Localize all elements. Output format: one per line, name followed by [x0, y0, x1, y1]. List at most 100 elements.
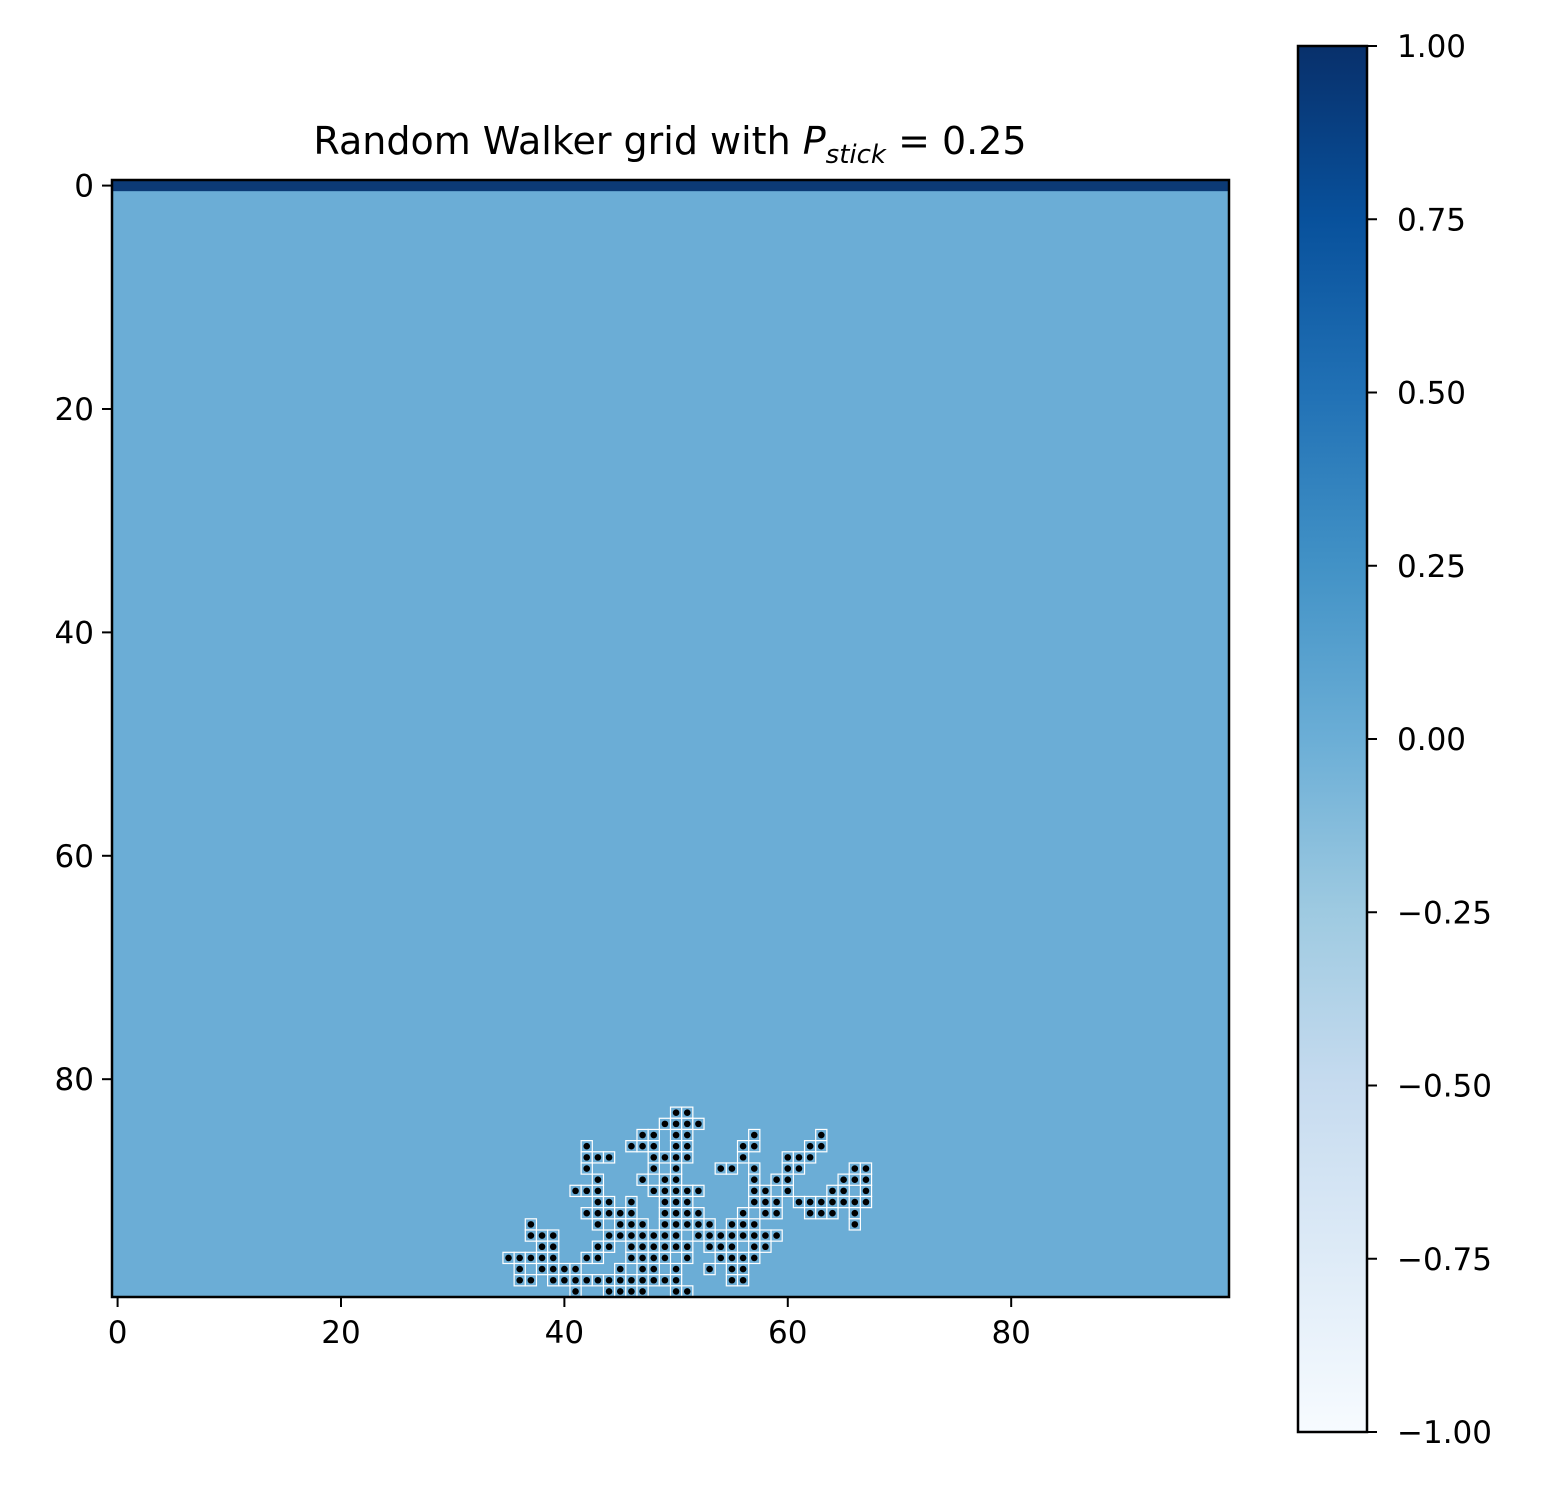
cluster-dot	[717, 1232, 725, 1239]
cluster-cell	[658, 1251, 672, 1265]
cluster-cell	[669, 1184, 683, 1198]
cluster-cell	[580, 1251, 593, 1265]
chart-title-suffix: = 0.25	[886, 119, 1027, 163]
cluster-cell	[681, 1285, 694, 1298]
cluster-dot	[661, 1209, 669, 1217]
cluster-cell	[759, 1229, 772, 1242]
cluster-cell	[770, 1173, 783, 1186]
cluster-cell	[714, 1240, 727, 1253]
cluster-dot	[639, 1243, 646, 1251]
cluster-cell	[725, 1162, 739, 1175]
cluster-dot	[628, 1221, 635, 1228]
x-tick-label: 80	[991, 1315, 1030, 1351]
cluster-cell	[681, 1207, 694, 1220]
cluster-cell	[826, 1207, 839, 1220]
cluster-dot	[583, 1276, 591, 1284]
cluster-cell	[591, 1173, 605, 1186]
cluster-cell	[547, 1274, 560, 1287]
cluster-dot	[851, 1221, 859, 1228]
y-tick-label: 60	[55, 839, 94, 875]
cluster-cell	[569, 1285, 582, 1298]
cluster-dot	[594, 1209, 602, 1217]
cluster-dot	[728, 1276, 736, 1284]
cluster-dot	[706, 1265, 713, 1273]
cluster-dot	[695, 1120, 702, 1128]
cluster-cell	[669, 1106, 683, 1119]
cluster-cell	[859, 1173, 873, 1186]
cluster-cell	[647, 1140, 660, 1153]
chart-title-prefix: Random Walker grid with	[313, 119, 802, 163]
cluster-dot	[594, 1254, 602, 1262]
cluster-cell	[669, 1128, 683, 1142]
cluster-dot	[773, 1209, 780, 1217]
cluster-dot	[661, 1276, 669, 1284]
cluster-dot	[605, 1276, 613, 1284]
cluster-cell	[837, 1173, 850, 1186]
cluster-dot	[527, 1232, 535, 1239]
cluster-dot	[605, 1154, 613, 1161]
cluster-dot	[650, 1232, 658, 1239]
cluster-dot	[728, 1221, 736, 1228]
cluster-cell	[591, 1184, 605, 1198]
cluster-dot	[639, 1131, 646, 1139]
cluster-dot	[661, 1154, 669, 1161]
cluster-cell	[547, 1251, 560, 1265]
cluster-cell	[502, 1251, 515, 1265]
cluster-cell	[703, 1218, 716, 1231]
cluster-dot	[750, 1198, 758, 1206]
colorbar-tick-label: 0.75	[1397, 202, 1466, 238]
cluster-cell	[591, 1151, 605, 1164]
cluster-dot	[583, 1142, 591, 1150]
cluster-cell	[614, 1207, 627, 1220]
cluster-dot	[605, 1198, 613, 1206]
cluster-cell	[669, 1274, 683, 1287]
cluster-dot	[683, 1209, 691, 1217]
cluster-dot	[628, 1232, 635, 1239]
cluster-cell	[736, 1262, 750, 1276]
cluster-cell	[815, 1195, 828, 1209]
cluster-dot	[784, 1154, 792, 1161]
cluster-cell	[558, 1274, 571, 1287]
cluster-cell	[759, 1240, 772, 1253]
cluster-cell	[669, 1195, 683, 1209]
cluster-dot	[739, 1265, 747, 1273]
cluster-dot	[862, 1187, 870, 1195]
cluster-dot	[594, 1221, 602, 1228]
cluster-cell	[736, 1140, 750, 1153]
cluster-cell	[636, 1140, 649, 1153]
cluster-dot	[806, 1209, 814, 1217]
cluster-cell	[725, 1218, 739, 1231]
cluster-dot	[672, 1288, 680, 1295]
cluster-dot	[516, 1265, 524, 1273]
cluster-cell	[781, 1184, 794, 1198]
cluster-dot	[605, 1288, 613, 1295]
cluster-dot	[840, 1198, 847, 1206]
cluster-dot	[639, 1288, 646, 1295]
cluster-cell	[669, 1151, 683, 1164]
cluster-dot	[817, 1131, 825, 1139]
cluster-cell	[837, 1184, 850, 1198]
colorbar-ticks: 1.00 0.75 0.50 0.25 0.00 −0.25 −0.50 −0.75 −1.00	[1367, 29, 1492, 1451]
cluster-cell	[602, 1285, 616, 1298]
cluster-cell	[625, 1140, 638, 1153]
cluster-dot	[538, 1254, 546, 1262]
cluster-cell	[803, 1151, 817, 1164]
cluster-cell	[669, 1285, 683, 1298]
cluster-cell	[736, 1207, 750, 1220]
cluster-cell	[859, 1184, 873, 1198]
cluster-cell	[770, 1207, 783, 1220]
cluster-cell	[602, 1229, 616, 1242]
cluster-cell	[725, 1251, 739, 1265]
cluster-cell	[848, 1195, 861, 1209]
cluster-dot	[683, 1120, 691, 1128]
cluster-cell	[658, 1151, 672, 1164]
cluster-dot	[628, 1276, 635, 1284]
cluster-dot	[650, 1165, 658, 1172]
cluster-cell	[580, 1162, 593, 1175]
cluster-dot	[572, 1288, 579, 1295]
cluster-cell	[658, 1274, 672, 1287]
cluster-dot	[695, 1187, 702, 1195]
cluster-dot	[605, 1232, 613, 1239]
cluster-cell	[770, 1195, 783, 1209]
cluster-cell	[569, 1274, 582, 1287]
